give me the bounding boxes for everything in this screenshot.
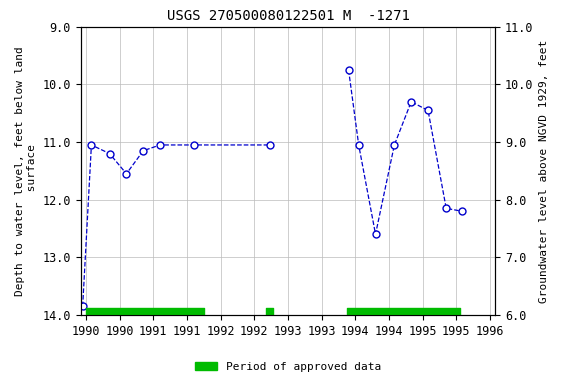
Y-axis label: Depth to water level, feet below land
 surface: Depth to water level, feet below land su… xyxy=(15,46,37,296)
Legend: Period of approved data: Period of approved data xyxy=(191,358,385,377)
Title: USGS 270500080122501 M  -1271: USGS 270500080122501 M -1271 xyxy=(166,9,410,23)
Y-axis label: Groundwater level above NGVD 1929, feet: Groundwater level above NGVD 1929, feet xyxy=(539,39,549,303)
